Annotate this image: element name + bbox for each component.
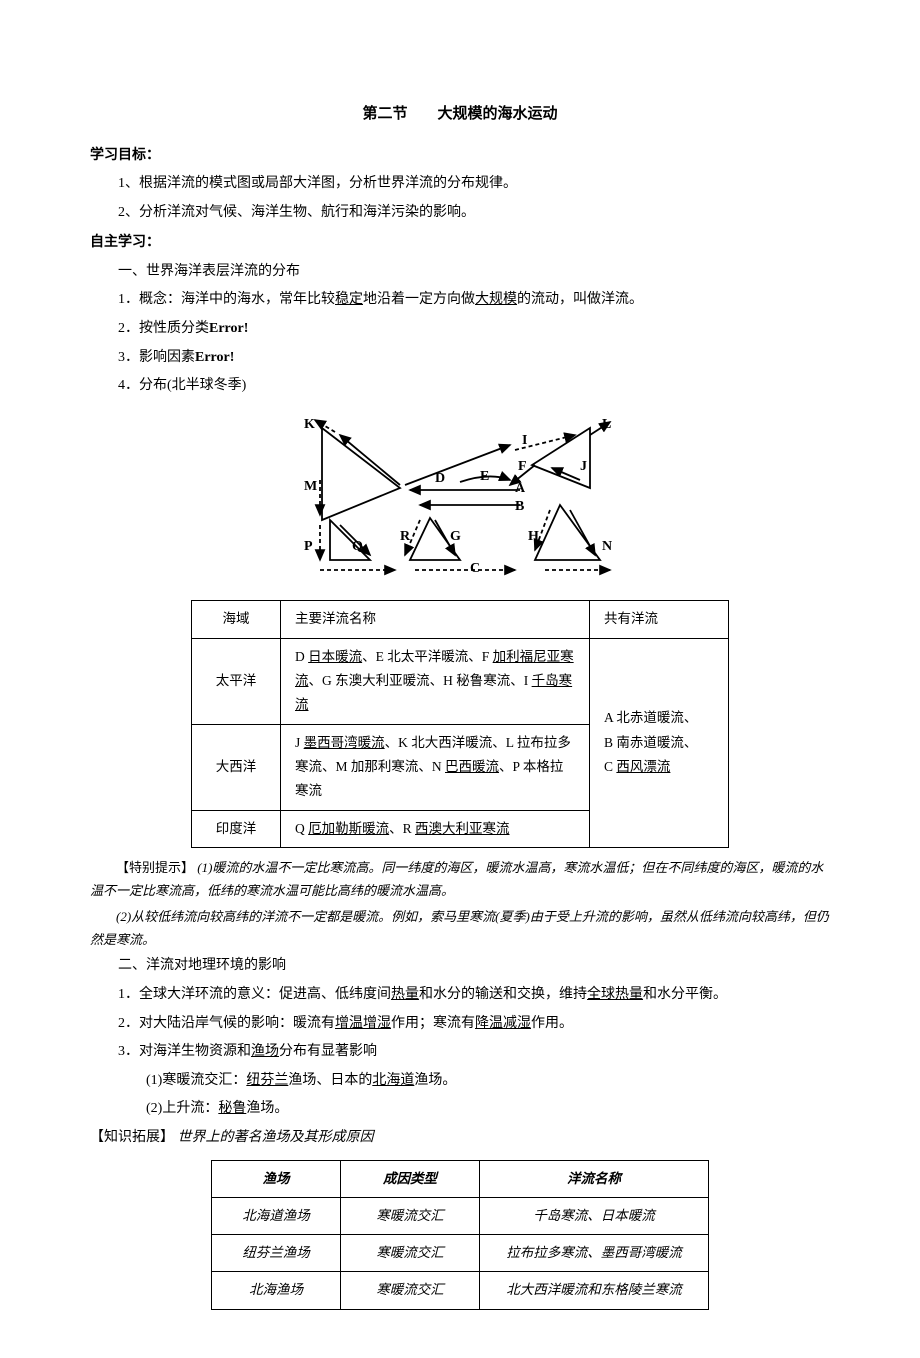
table-header-row: 海域 主要洋流名称 共有洋流 [192,601,729,638]
col-header: 渔场 [212,1160,341,1197]
section-heading: 一、世界海洋表层洋流的分布 [118,259,830,286]
cell: 拉布拉多寒流、墨西哥湾暖流 [480,1235,709,1272]
svg-text:J: J [580,459,587,474]
col-header: 主要洋流名称 [281,601,590,638]
list-item: 2．按性质分类Error! [118,316,830,343]
cell: 纽芬兰渔场 [212,1235,341,1272]
svg-text:G: G [450,529,461,544]
svg-text:M: M [304,479,317,494]
col-header: 海域 [192,601,281,638]
tip-paragraph: 【特别提示】 (1)暖流的水温不一定比寒流高。同一纬度的海区，暖流水温高，寒流水… [90,856,830,903]
error-marker: Error! [195,350,234,365]
svg-text:R: R [400,529,411,544]
list-item: 1．全球大洋环流的意义：促进高、低纬度间热量和水分的输送和交换，维持全球热量和水… [118,982,830,1009]
cell: 寒暖流交汇 [341,1197,480,1234]
shared-currents-cell: A 北赤道暖流、B 南赤道暖流、C 西风漂流 [590,638,729,847]
svg-text:D: D [435,471,445,486]
sub-item: (2)上升流：秘鲁渔场。 [146,1096,830,1123]
svg-text:F: F [518,459,527,474]
table-row: 纽芬兰渔场寒暖流交汇拉布拉多寒流、墨西哥湾暖流 [212,1235,709,1272]
selfstudy-label: 自主学习： [90,230,830,257]
currents-cell: J 墨西哥湾暖流、K 北大西洋暖流、L 拉布拉多寒流、M 加那利寒流、N 巴西暖… [281,724,590,810]
svg-text:H: H [528,529,539,544]
table-row: 北海道渔场寒暖流交汇千岛寒流、日本暖流 [212,1197,709,1234]
svg-text:B: B [515,499,524,514]
cell: 北大西洋暖流和东格陵兰寒流 [480,1272,709,1309]
col-header: 共有洋流 [590,601,729,638]
region-cell: 太平洋 [192,638,281,724]
svg-text:K: K [304,417,315,432]
page-title: 第二节 大规模的海水运动 [90,100,830,129]
ocean-current-diagram: K I L F J M D E AB P Q R G H N C [90,410,830,591]
cell: 寒暖流交汇 [341,1235,480,1272]
list-item: 3．对海洋生物资源和渔场分布有显著影响 [118,1039,830,1066]
sub-item: (1)寒暖流交汇：纽芬兰渔场、日本的北海道渔场。 [146,1068,830,1095]
currents-cell: Q 厄加勒斯暖流、R 西澳大利亚寒流 [281,810,590,847]
objective-item: 1、根据洋流的模式图或局部大洋图，分析世界洋流的分布规律。 [118,171,830,198]
svg-text:N: N [602,539,612,554]
svg-text:C: C [470,561,480,576]
expand-heading: 【知识拓展】 世界上的著名渔场及其形成原因 [90,1125,830,1152]
expand-label: 【知识拓展】 [90,1130,174,1145]
fishing-grounds-table: 渔场 成因类型 洋流名称 北海道渔场寒暖流交汇千岛寒流、日本暖流纽芬兰渔场寒暖流… [211,1160,709,1310]
objectives-label: 学习目标： [90,143,830,170]
section-heading: 二、洋流对地理环境的影响 [118,953,830,980]
list-item: 3．影响因素Error! [118,345,830,372]
tip-paragraph: (2)从较低纬流向较高纬的洋流不一定都是暖流。例如，索马里寒流(夏季)由于受上升… [90,905,830,952]
tip-label: 【特别提示】 [116,860,194,875]
svg-text:I: I [522,433,527,448]
svg-text:P: P [304,539,313,554]
col-header: 成因类型 [341,1160,480,1197]
cell: 北海道渔场 [212,1197,341,1234]
list-item: 4．分布(北半球冬季) [118,373,830,400]
svg-text:L: L [602,417,611,432]
region-cell: 印度洋 [192,810,281,847]
table-header-row: 渔场 成因类型 洋流名称 [212,1160,709,1197]
table-row: 太平洋D 日本暖流、E 北太平洋暖流、F 加利福尼亚寒流、G 东澳大利亚暖流、H… [192,638,729,724]
region-cell: 大西洋 [192,724,281,810]
currents-table: 海域 主要洋流名称 共有洋流 太平洋D 日本暖流、E 北太平洋暖流、F 加利福尼… [191,600,729,847]
cell: 北海渔场 [212,1272,341,1309]
col-header: 洋流名称 [480,1160,709,1197]
objective-item: 2、分析洋流对气候、海洋生物、航行和海洋污染的影响。 [118,200,830,227]
list-item: 1．概念：海洋中的海水，常年比较稳定地沿着一定方向做大规模的流动，叫做洋流。 [118,287,830,314]
svg-text:Q: Q [352,539,363,554]
cell: 寒暖流交汇 [341,1272,480,1309]
table-row: 北海渔场寒暖流交汇北大西洋暖流和东格陵兰寒流 [212,1272,709,1309]
svg-text:A: A [515,481,526,496]
svg-text:E: E [480,469,489,484]
list-item: 2．对大陆沿岸气候的影响：暖流有增温增湿作用；寒流有降温减湿作用。 [118,1011,830,1038]
cell: 千岛寒流、日本暖流 [480,1197,709,1234]
currents-cell: D 日本暖流、E 北太平洋暖流、F 加利福尼亚寒流、G 东澳大利亚暖流、H 秘鲁… [281,638,590,724]
error-marker: Error! [209,321,248,336]
